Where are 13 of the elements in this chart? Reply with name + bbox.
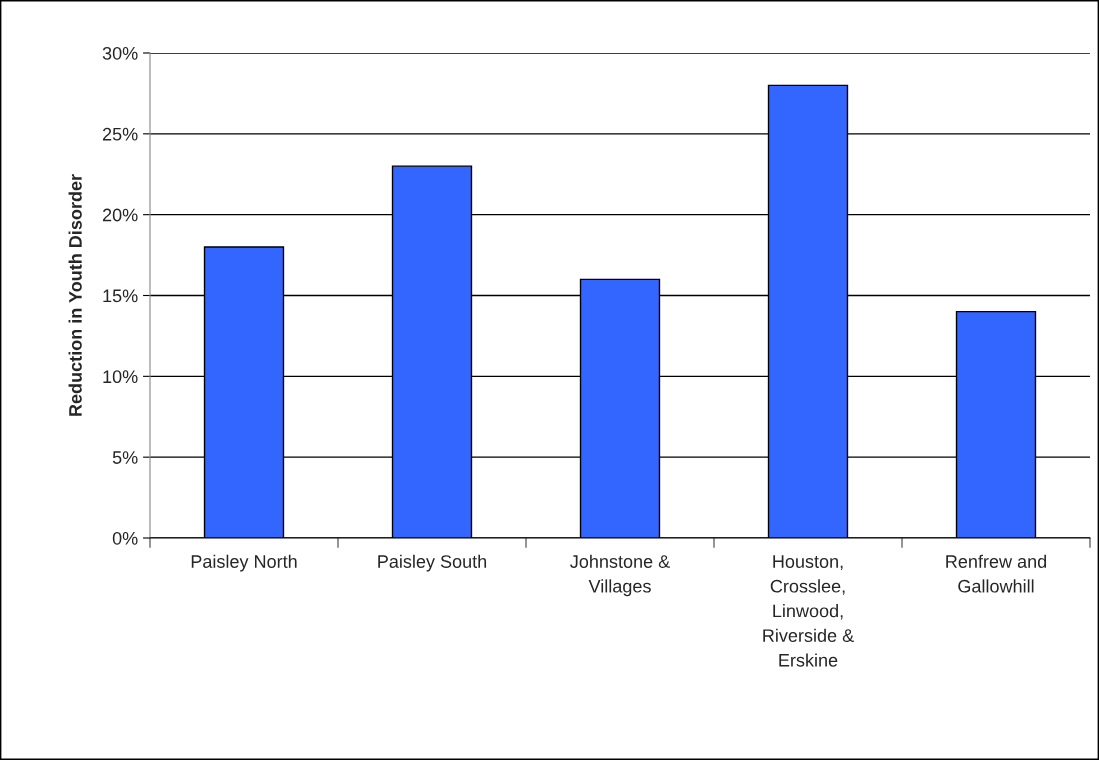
y-tick-label: 25% — [102, 127, 138, 141]
x-tick-label: Renfrew and Gallowhill — [946, 554, 1047, 593]
y-tick-label: 15% — [103, 289, 138, 303]
x-tick-label: Johnstone & Villages — [570, 554, 670, 597]
y-tick-label: 20% — [102, 208, 138, 222]
y-tick-label: 5% — [112, 451, 138, 464]
y-axis-title: Reduction in Youth Disorder — [68, 174, 82, 416]
y-tick-label: 30% — [102, 46, 138, 60]
x-tick-label: Paisley South — [378, 554, 487, 572]
x-tick-label: Paisley North — [191, 554, 297, 572]
y-tick-label: 10% — [103, 370, 138, 384]
y-tick-label: 0% — [112, 531, 138, 545]
x-tick-label: Houston, Crosslee, Linwood, Riverside & Erskine — [763, 555, 854, 667]
